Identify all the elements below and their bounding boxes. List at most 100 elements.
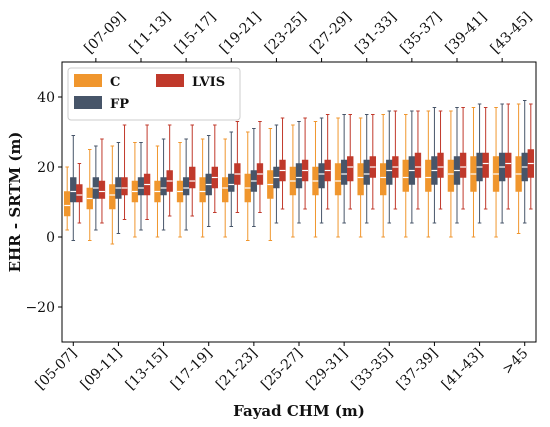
box-lvis-4 [166,124,173,217]
box-fp-0 [70,135,77,241]
box-lvis-0 [76,163,83,224]
x-bottom-tick-label: [21-23] [213,346,261,394]
box-lvis-10 [301,117,309,210]
box-fp-16 [431,107,438,224]
box-lvis-3 [143,124,151,220]
x-top-tick-label: [19-21] [217,9,265,57]
x-top-tick-label: [43-45] [488,9,536,57]
box-c-13 [357,117,364,238]
box-c-15 [402,114,409,238]
box-body [402,159,409,192]
box-body [160,177,167,196]
box-fp-2 [115,142,122,234]
box-c-11 [312,121,319,238]
box-c-5 [176,142,184,238]
box-body [98,180,106,199]
x-top-tick-label: [27-29] [307,9,355,57]
x-bottom-tick-label: [33-35] [349,346,397,394]
legend-label: LVIS [192,75,225,90]
box-fp-10 [295,121,303,224]
legend-label: C [110,75,120,90]
x-bottom-tick-label: [41-43] [439,346,487,394]
x-bottom-tick-label: [17-19] [168,346,216,394]
box-lvis-13 [369,114,376,210]
box-c-8 [244,131,251,241]
box-lvis-1 [98,138,106,224]
box-fp-18 [476,103,483,224]
y-tick-label: −20 [25,300,55,316]
box-fp-9 [273,124,280,224]
legend-swatch [156,74,184,87]
legend: C FP LVIS [67,67,241,121]
legend-frame [67,67,241,121]
box-fp-5 [182,138,190,231]
legend-swatch [74,96,102,109]
box-c-9 [267,128,274,241]
x-bottom-tick-label: [29-31] [303,346,351,394]
box-c-4 [154,145,161,238]
box-body [182,177,190,196]
box-body [137,177,145,196]
y-tick-label: 0 [46,230,55,246]
x-bottom-tick-label: [37-39] [394,346,442,394]
x-axis-title: Fayad CHM (m) [233,402,365,420]
x-bottom-tick-label: [05-07] [33,346,81,394]
box-lvis-5 [189,124,196,217]
box-fp-17 [453,107,461,224]
box-body [447,159,455,192]
plot-area [64,100,534,245]
box-lvis-9 [279,117,286,210]
box-body [228,173,235,192]
x-top-tick-label: [15-17] [172,9,220,57]
box-body [199,177,206,203]
box-fp-14 [386,110,393,224]
x-bottom-tick-label: [13-15] [123,346,171,394]
legend-label: FP [110,97,129,112]
box-fp-20 [521,100,528,224]
x-top-tick-label: [31-33] [352,9,400,57]
box-c-17 [447,110,455,238]
x-bottom-tick-label: [25-27] [258,346,306,394]
x-top-tick-label: [23-25] [262,9,310,57]
box-body [222,177,229,203]
box-fp-3 [137,142,145,231]
box-body [347,156,354,182]
box-lvis-20 [527,103,534,210]
box-fp-11 [318,117,325,224]
box-body [380,163,387,196]
legend-item-lvis: LVIS [156,74,225,90]
box-fp-4 [160,138,167,231]
box-body [386,159,393,185]
x-bottom-tick-label: [09-11] [78,346,126,394]
box-lvis-18 [482,107,489,210]
box-lvis-12 [347,114,354,210]
box-body [121,177,128,196]
box-c-18 [470,107,477,238]
box-body [414,152,422,178]
box-c-0 [64,166,71,231]
legend-item-fp: FP [74,96,129,112]
y-tick-label: 40 [37,90,55,106]
box-c-3 [131,142,139,238]
box-fp-13 [363,114,370,224]
box-body [189,166,196,189]
box-body [70,177,77,203]
box-body [437,152,444,178]
box-fp-19 [498,103,506,224]
box-lvis-2 [121,124,128,220]
box-fp-7 [228,131,235,227]
box-lvis-14 [392,110,399,210]
box-c-2 [109,145,116,245]
box-body [295,163,303,189]
box-lvis-15 [414,110,422,210]
x-top-tick-label: [11-13] [127,9,175,57]
box-lvis-17 [459,107,467,210]
box-body [459,152,467,178]
box-body [357,163,364,196]
x-top-tick-label: [07-09] [81,9,129,57]
box-body [363,159,370,185]
box-body [109,184,116,210]
box-c-1 [86,149,93,241]
box-lvis-8 [256,121,264,213]
x-top-tick-label: [39-41] [443,9,491,57]
